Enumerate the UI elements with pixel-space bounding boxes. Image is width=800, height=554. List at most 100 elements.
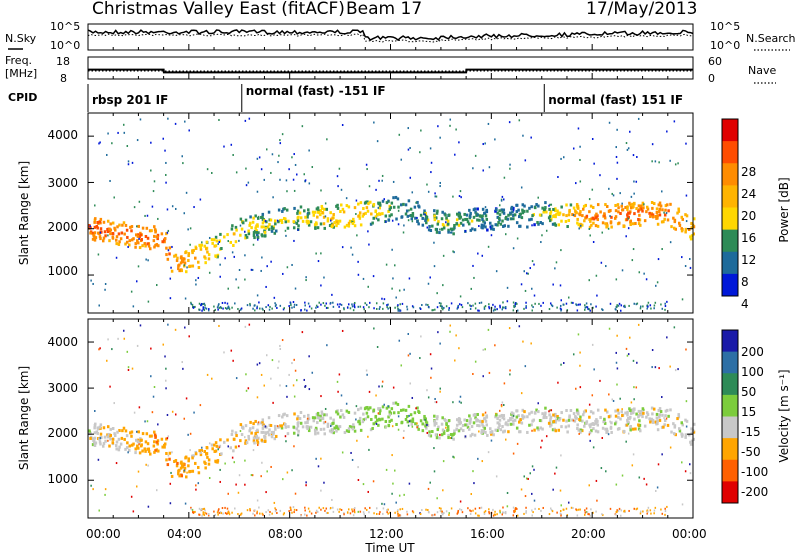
power-noise-point xyxy=(381,174,384,177)
velocity-ground-point xyxy=(654,506,657,509)
power-point xyxy=(452,232,455,236)
velocity-point xyxy=(594,429,598,433)
power-point xyxy=(320,204,324,208)
velocity-point xyxy=(347,430,351,434)
velocity-noise-point xyxy=(174,413,177,416)
power-ground-point xyxy=(325,302,328,305)
velocity-point xyxy=(333,426,336,430)
power-point xyxy=(161,240,164,244)
velocity-point xyxy=(575,416,578,420)
velocity-point xyxy=(115,447,118,451)
power-ground-point xyxy=(474,307,477,310)
velocity-point xyxy=(528,412,531,416)
velocity-point xyxy=(244,439,248,443)
velocity-point xyxy=(651,412,654,416)
power-point xyxy=(120,231,124,235)
velocity-point xyxy=(157,449,160,453)
power-point xyxy=(394,195,398,199)
power-ground-point xyxy=(320,303,322,306)
velocity-noise-point xyxy=(138,406,141,409)
velocity-point xyxy=(91,443,95,447)
power-noise-point xyxy=(474,154,477,157)
power-noise-point xyxy=(270,260,272,263)
power-noise-point xyxy=(458,195,461,198)
power-ground-point xyxy=(239,308,242,311)
velocity-point xyxy=(579,428,583,432)
power-point xyxy=(558,213,561,217)
velocity-point xyxy=(353,411,357,415)
power-point xyxy=(552,208,555,212)
velocity-point xyxy=(537,428,540,432)
velocity-noise-point xyxy=(150,375,152,378)
power-point xyxy=(277,208,281,212)
velocity-point xyxy=(92,440,96,444)
velocity-noise-point xyxy=(495,475,498,478)
power-point xyxy=(341,207,345,211)
power-point xyxy=(283,207,286,211)
freq-ytick-bottom: 8 xyxy=(60,72,67,85)
velocity-point xyxy=(165,437,168,441)
power-noise-point xyxy=(90,279,92,282)
velocity-point xyxy=(148,434,152,438)
velocity-ground-point xyxy=(483,512,486,515)
power-point xyxy=(214,254,218,258)
velocity-ground-point xyxy=(474,512,477,515)
velocity-noise-point xyxy=(183,469,186,472)
velocity-point xyxy=(673,432,676,436)
velocity-point xyxy=(458,422,461,426)
velocity-point xyxy=(409,413,413,417)
power-noise-point xyxy=(593,162,595,165)
power-point xyxy=(658,201,662,205)
power-noise-point xyxy=(666,130,668,133)
velocity-noise-point xyxy=(340,394,343,397)
power-point xyxy=(489,221,492,225)
power-ground-point xyxy=(201,309,203,312)
power-point xyxy=(669,202,672,206)
velocity-ground-point xyxy=(343,513,345,516)
power-noise-point xyxy=(509,163,511,166)
power-point xyxy=(103,230,107,234)
velocity-point xyxy=(390,407,394,411)
velocity-noise-point xyxy=(392,482,394,485)
power-ground-point xyxy=(488,307,491,310)
power-point xyxy=(319,213,322,217)
velocity-point xyxy=(536,426,539,430)
power-ground-point xyxy=(586,306,589,309)
power-ground-point xyxy=(576,304,578,307)
power-noise-point xyxy=(612,194,615,197)
power-noise-point xyxy=(426,218,428,221)
power-noise-point xyxy=(555,261,558,264)
power-point xyxy=(648,211,651,215)
power-ground-point xyxy=(559,304,562,307)
nave-label: Nave xyxy=(748,64,776,77)
power-point xyxy=(192,248,195,252)
velocity-ground-point xyxy=(336,508,339,511)
power-point xyxy=(609,220,613,224)
power-noise-point xyxy=(460,196,462,199)
power-noise-point xyxy=(488,166,491,169)
power-point xyxy=(571,213,574,217)
power-point xyxy=(440,217,444,221)
velocity-ground-point xyxy=(207,514,210,517)
power-ground-point xyxy=(399,309,401,312)
power-point xyxy=(179,256,183,260)
power-point xyxy=(309,220,313,224)
power-noise-point xyxy=(673,120,676,123)
power-ground-point xyxy=(494,308,497,311)
velocity-noise-point xyxy=(524,365,527,368)
velocity-point xyxy=(588,415,591,419)
power-point xyxy=(554,223,558,227)
power-point xyxy=(603,212,606,216)
power-point xyxy=(590,217,593,221)
velocity-point xyxy=(207,458,211,462)
velocity-noise-point xyxy=(230,349,233,352)
power-point xyxy=(509,211,512,215)
power-noise-point xyxy=(367,285,369,288)
velocity-point xyxy=(473,433,477,437)
power-noise-point xyxy=(150,141,152,144)
power-point xyxy=(267,227,271,231)
velocity-point xyxy=(620,410,623,414)
velocity-point xyxy=(99,423,103,427)
power-point xyxy=(109,222,112,226)
power-ground-point xyxy=(261,307,264,310)
